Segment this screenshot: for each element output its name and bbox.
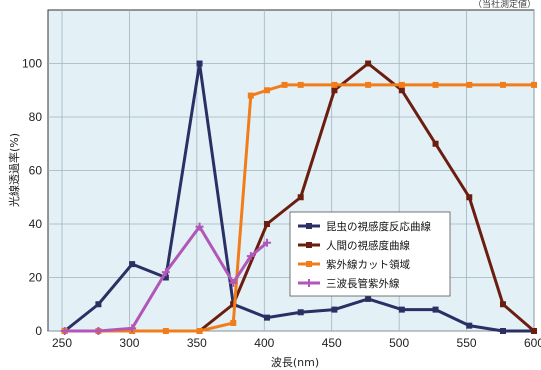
data-point <box>162 274 169 281</box>
legend-item: 紫外線カット領域 <box>298 258 410 271</box>
data-point <box>161 268 170 277</box>
data-point <box>263 221 270 227</box>
data-point <box>331 81 338 88</box>
x-tick-label: 400 <box>254 336 274 350</box>
data-point <box>297 309 304 316</box>
data-point <box>247 92 254 99</box>
y-tick-label: 100 <box>22 57 42 71</box>
data-point <box>365 295 372 302</box>
data-point <box>263 87 270 94</box>
data-point <box>94 327 103 335</box>
x-tick-label: 550 <box>457 336 477 350</box>
data-point <box>297 81 304 88</box>
data-point <box>263 314 270 321</box>
data-point <box>365 60 372 67</box>
data-point <box>398 306 405 313</box>
data-point <box>398 81 405 88</box>
corner-note: （当社測定値） <box>473 0 536 10</box>
data-point <box>432 306 439 313</box>
data-point <box>531 81 537 88</box>
data-point <box>60 327 69 335</box>
legend-item: 昆虫の視感度反応曲線 <box>298 220 431 233</box>
x-tick-label: 450 <box>322 336 342 350</box>
data-point <box>466 81 473 88</box>
y-tick-label: 40 <box>29 217 43 231</box>
y-tick-label: 0 <box>35 324 42 338</box>
legend-label: 昆虫の視感度反応曲線 <box>326 220 431 233</box>
data-point <box>499 301 506 308</box>
data-point <box>196 60 203 67</box>
data-point <box>230 319 237 326</box>
y-axis-label: 光線透過率(%) <box>7 133 21 207</box>
data-point <box>499 328 506 334</box>
data-point <box>398 87 405 94</box>
data-point <box>195 222 204 231</box>
data-point <box>331 306 338 313</box>
data-point <box>331 87 338 94</box>
series-layer <box>60 60 537 335</box>
data-point <box>262 238 271 247</box>
legend-item: 三波長管紫外線 <box>298 277 400 290</box>
data-point <box>432 81 439 88</box>
data-point <box>531 328 537 334</box>
data-point <box>129 261 136 268</box>
data-point <box>466 322 473 329</box>
data-point <box>365 81 372 88</box>
y-tick-label: 80 <box>29 110 43 124</box>
x-tick-label: 300 <box>119 336 139 350</box>
data-point <box>297 194 304 201</box>
data-point <box>246 252 255 261</box>
x-tick-label: 500 <box>389 336 409 350</box>
y-tick-label: 20 <box>29 271 43 285</box>
data-point <box>162 328 169 334</box>
data-point <box>196 328 203 334</box>
x-tick-label: 350 <box>187 336 207 350</box>
y-axis-ticks: 0 20 40 60 80 100 <box>22 57 42 339</box>
data-point <box>499 81 506 88</box>
y-tick-label: 60 <box>29 164 43 178</box>
x-axis-ticks: 250 300 350 400 450 500 550 600 <box>52 336 541 350</box>
legend-label: 三波長管紫外線 <box>326 277 400 290</box>
legend-item: 人間の視感度曲線 <box>298 239 410 252</box>
legend-label: 人間の視感度曲線 <box>326 239 410 252</box>
data-point <box>466 194 473 201</box>
data-point <box>432 140 439 147</box>
series-4 <box>60 222 271 335</box>
x-axis-label: 波長(nm) <box>271 356 319 369</box>
x-tick-label: 250 <box>52 336 72 350</box>
data-point <box>281 81 288 88</box>
legend-label: 紫外線カット領域 <box>326 258 410 271</box>
data-point <box>95 301 102 308</box>
x-tick-label: 600 <box>524 336 541 350</box>
data-point <box>128 324 137 333</box>
data-point <box>229 278 238 287</box>
series-line <box>64 225 268 333</box>
